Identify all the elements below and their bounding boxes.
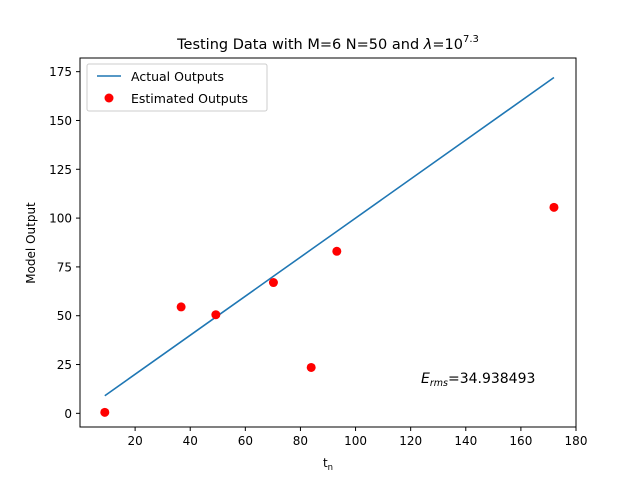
y-tick-label: 100 — [49, 212, 72, 226]
x-tick-label: 80 — [293, 434, 308, 448]
x-tick-label: 100 — [344, 434, 367, 448]
rms-error-annotation: Erms=34.938493 — [421, 371, 535, 389]
y-tick-label: 25 — [57, 358, 72, 372]
legend-box — [86, 63, 268, 112]
x-tick-label: 40 — [183, 434, 198, 448]
rms-value: =34.938493 — [448, 371, 535, 387]
scatter-point-estimated — [176, 302, 186, 312]
x-tick-label: 140 — [454, 434, 477, 448]
y-tick-label: 150 — [49, 114, 72, 128]
y-tick-label: 125 — [49, 163, 72, 177]
legend: Actual Outputs Estimated Outputs — [86, 63, 268, 112]
scatter-point-estimated — [306, 362, 316, 372]
chart-title: Testing Data with M=6 N=50 and λ=107.3 — [176, 34, 479, 53]
x-axis-label-sub: n — [328, 463, 333, 473]
y-tick-label: 175 — [49, 65, 72, 79]
series-line-actual-outputs — [104, 76, 555, 397]
legend-marker-swatch — [104, 93, 114, 103]
rms-symbol: E — [421, 371, 430, 387]
x-tick-label: 120 — [399, 434, 422, 448]
legend-entry-actual: Actual Outputs — [131, 69, 224, 84]
y-axis-label: Model Output — [24, 202, 38, 284]
x-axis-label-base: t — [323, 456, 328, 470]
x-tick-label: 20 — [127, 434, 142, 448]
x-tick-label: 160 — [509, 434, 532, 448]
chart-title-lambda: λ — [423, 37, 433, 53]
y-tick-label: 75 — [57, 260, 72, 274]
scatter-point-estimated — [211, 310, 221, 320]
x-axis-label: tn — [323, 456, 333, 473]
y-axis-ticks: 0 25 50 75 100 125 150 175 — [49, 65, 80, 421]
y-tick-label: 50 — [57, 309, 72, 323]
x-tick-label: 180 — [565, 434, 588, 448]
scatter-point-estimated — [100, 407, 110, 417]
chart-title-exponent: 7.3 — [463, 34, 479, 45]
scatter-point-estimated — [268, 278, 278, 288]
rms-subscript: rms — [430, 378, 448, 389]
y-tick-label: 0 — [64, 407, 72, 421]
legend-entry-estimated: Estimated Outputs — [131, 91, 248, 106]
scatter-point-estimated — [549, 202, 559, 212]
x-axis-ticks: 20 40 60 80 100 120 140 160 180 — [127, 427, 587, 448]
chart-title-equals-base: =10 — [432, 37, 463, 53]
x-tick-label: 60 — [238, 434, 253, 448]
chart-title-main: Testing Data with M=6 N=50 and — [176, 37, 424, 53]
plot-area — [100, 76, 559, 417]
scatter-point-estimated — [332, 246, 342, 256]
plot-frame — [79, 57, 577, 428]
